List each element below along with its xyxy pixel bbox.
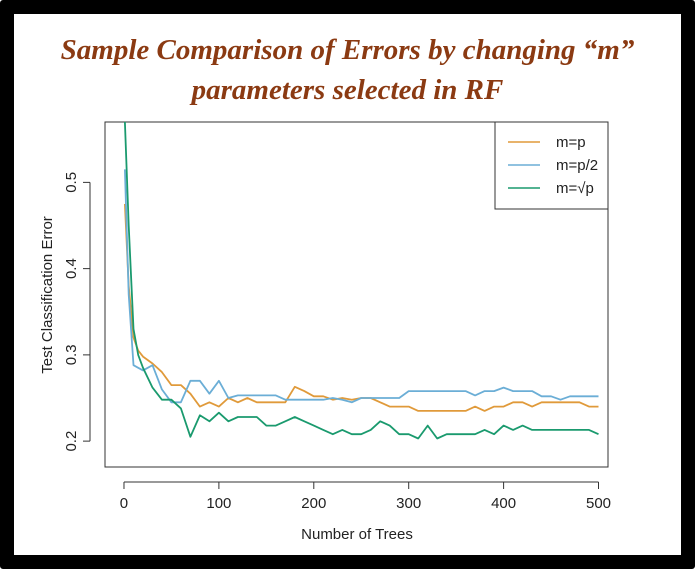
x-axis-label: Number of Trees	[301, 526, 413, 543]
y-axis-label: Test Classification Error	[39, 216, 56, 374]
x-axis: 0 100 200 300 400 500	[120, 481, 611, 512]
series-line-m-p	[124, 203, 599, 412]
x-tick-label: 100	[206, 495, 231, 512]
x-tick-label: 500	[586, 495, 611, 512]
chart-title: Sample Comparison of Errors by changing …	[0, 30, 695, 110]
chart-title-line-1: Sample Comparison of Errors by changing …	[60, 34, 635, 66]
y-tick-label: 0.2	[63, 431, 80, 452]
x-tick-label: 400	[491, 495, 516, 512]
legend-label-m-p-half: m=p/2	[556, 157, 598, 174]
x-tick-label: 200	[301, 495, 326, 512]
series-line-m-sqrt-p	[124, 122, 599, 440]
y-tick-label: 0.3	[63, 344, 80, 365]
x-tick-label: 0	[120, 495, 128, 512]
y-tick-label: 0.4	[63, 258, 80, 279]
legend: m=p m=p/2 m=√p	[494, 121, 609, 210]
plot-area-border	[104, 121, 609, 468]
x-tick-label: 300	[396, 495, 421, 512]
series-line-m-p-half	[124, 169, 599, 404]
chart-title-line-2: parameters selected in RF	[191, 74, 504, 106]
y-axis: 0.2 0.3 0.4 0.5	[63, 172, 91, 452]
y-tick-label: 0.5	[63, 172, 80, 193]
series-layer	[124, 122, 599, 440]
legend-label-m-sqrt-p: m=√p	[556, 180, 594, 197]
legend-label-m-p: m=p	[556, 134, 586, 151]
